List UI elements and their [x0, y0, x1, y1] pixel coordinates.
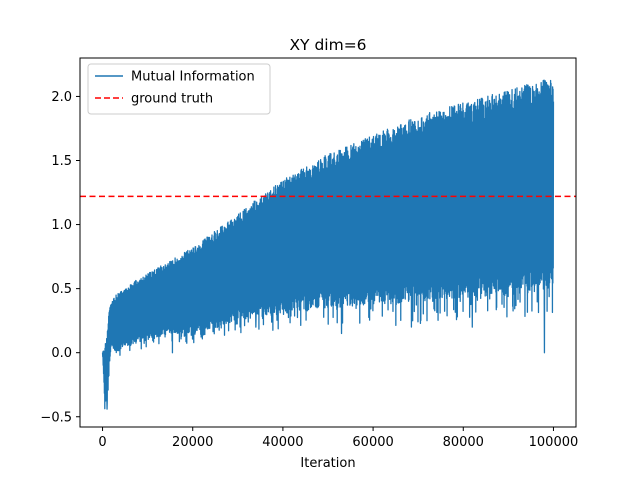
plot-area [80, 79, 576, 410]
x-axis: 0 20000 40000 60000 80000 100000 [98, 427, 578, 450]
y-axis: −0.5 0.0 0.5 1.0 1.5 2.0 [40, 90, 80, 425]
legend-mutual-information-label: Mutual Information [131, 70, 255, 85]
y-tick-label: 2.0 [51, 90, 72, 105]
y-tick-label: 0.0 [51, 346, 72, 361]
x-tick-label: 40000 [262, 435, 303, 450]
x-axis-label: Iteration [300, 456, 355, 471]
legend-box [87, 63, 271, 115]
axes-frame [79, 57, 577, 428]
x-tick-label: 0 [98, 435, 106, 450]
y-tick-label: 0.5 [51, 282, 72, 297]
y-tick-label: −0.5 [40, 410, 72, 425]
legend-ground-truth-label: ground truth [131, 92, 213, 107]
x-tick-label: 80000 [443, 435, 484, 450]
y-tick-label: 1.0 [51, 218, 72, 233]
series-mutual-information-line [101, 79, 555, 410]
chart-title: XY dim=6 [289, 36, 366, 54]
x-tick-label: 100000 [529, 435, 579, 450]
x-tick-label: 20000 [172, 435, 213, 450]
x-tick-label: 60000 [352, 435, 393, 450]
y-tick-label: 1.5 [51, 154, 72, 169]
legend: Mutual Information ground truth [87, 63, 271, 115]
